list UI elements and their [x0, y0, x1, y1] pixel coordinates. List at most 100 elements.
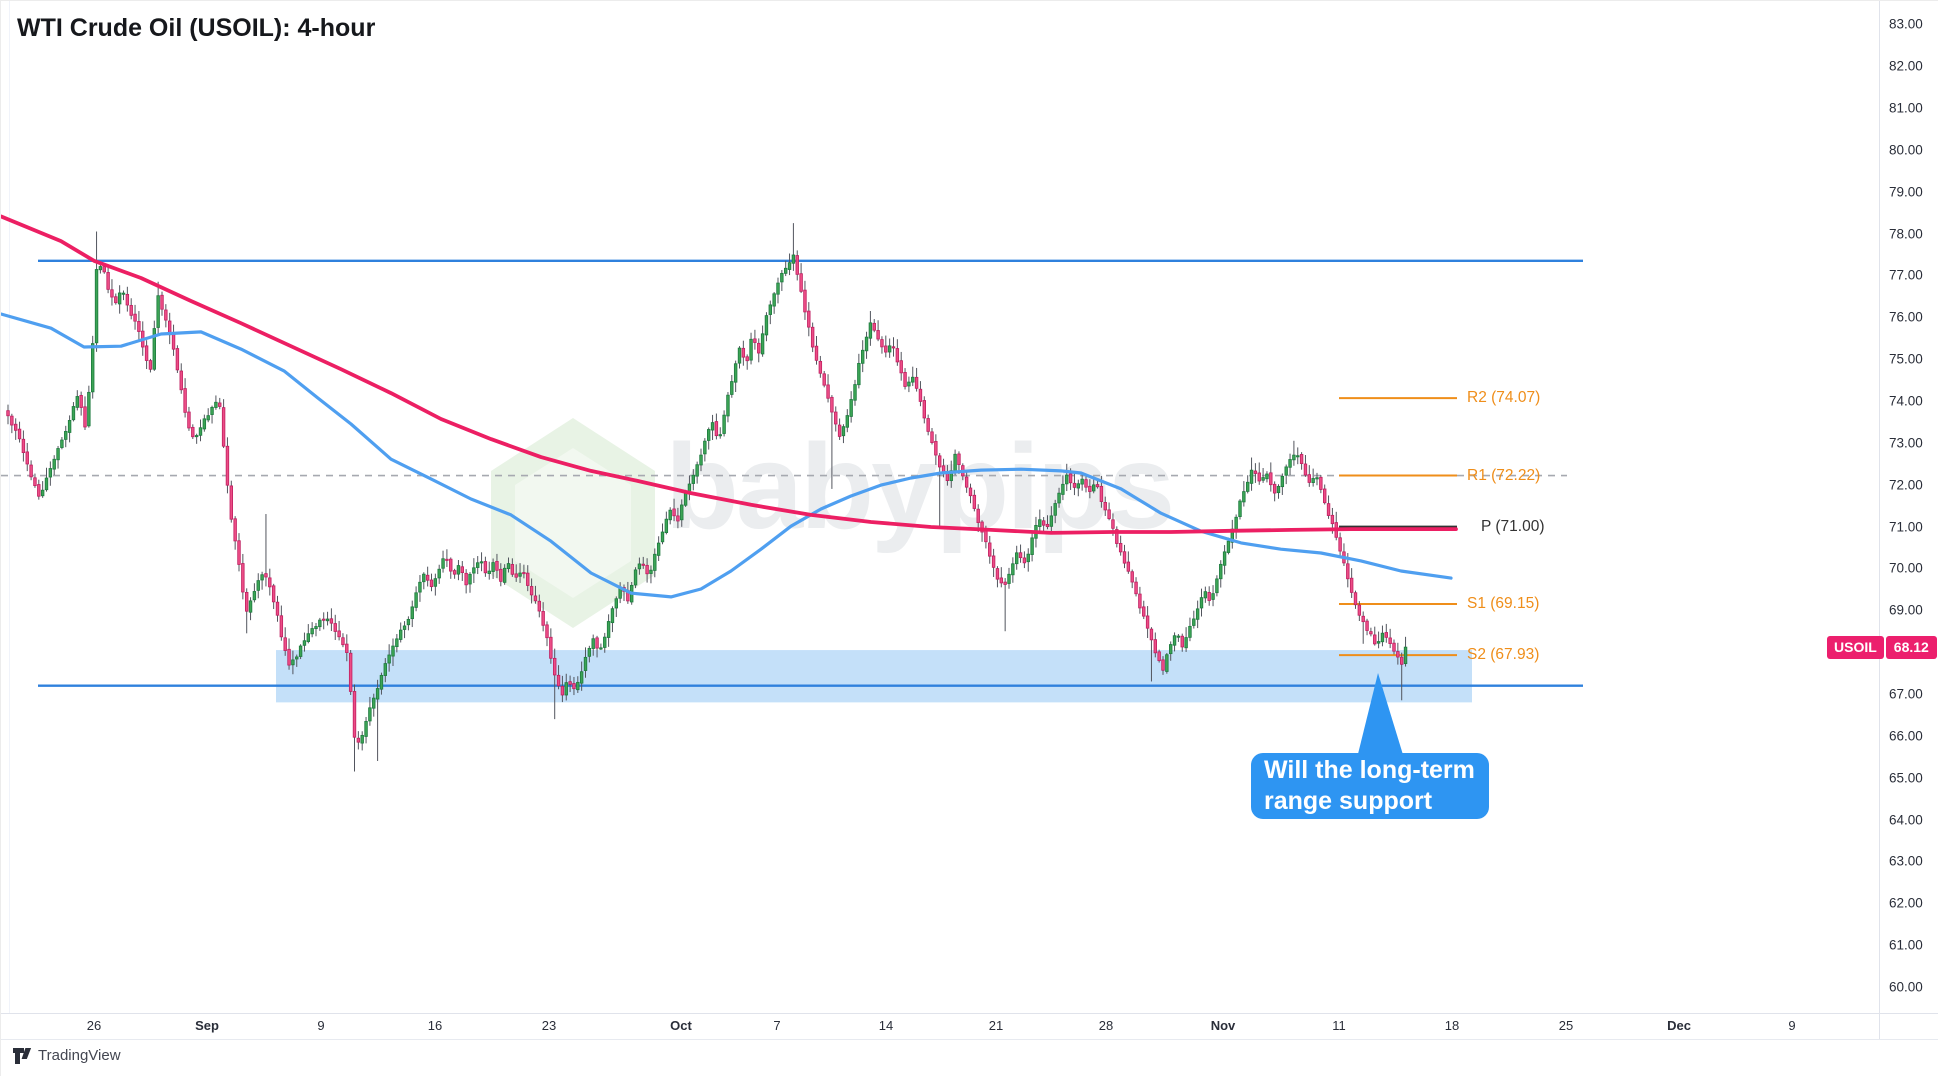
candle-up: [472, 567, 476, 574]
candle-up: [67, 420, 72, 433]
candle-down: [25, 451, 29, 465]
candle-down: [834, 411, 838, 425]
candle-up: [633, 569, 638, 586]
candle-up: [1219, 563, 1223, 580]
candle-down: [930, 431, 934, 444]
candle-up: [1249, 469, 1254, 484]
candle-up: [1203, 591, 1208, 599]
candle-up: [887, 345, 892, 353]
candle-down: [1373, 634, 1377, 645]
candle-down: [1149, 628, 1154, 641]
candle-up: [418, 581, 422, 593]
candle-up: [402, 625, 407, 630]
candle-down: [757, 342, 761, 354]
candle-down: [164, 309, 168, 321]
candle-down: [938, 455, 942, 468]
candle-down: [1103, 502, 1107, 511]
candle-down: [1323, 488, 1327, 504]
annotation-callout[interactable]: Will the long-term range support hold?: [1251, 753, 1489, 846]
candle-down: [221, 407, 226, 447]
candle-down: [810, 326, 815, 348]
candle-down: [545, 624, 549, 639]
candle-up: [1011, 563, 1015, 576]
candle-down: [271, 585, 276, 603]
candle-up: [1288, 459, 1292, 468]
candle-up: [379, 674, 384, 690]
candle-up: [787, 262, 792, 270]
candle-down: [102, 266, 106, 273]
candle-down: [1299, 454, 1304, 464]
candle-down: [753, 338, 757, 343]
candle-down: [79, 395, 83, 408]
candle-down: [1330, 514, 1335, 525]
price-axis-border: [1879, 1, 1880, 1039]
candle-up: [91, 343, 95, 393]
candle-down: [1157, 651, 1161, 662]
candle-up: [864, 336, 869, 352]
candle-down: [1319, 476, 1323, 490]
candle-down: [714, 421, 719, 437]
candle-down: [144, 345, 149, 361]
candle-down: [1142, 606, 1146, 617]
candle-up: [772, 293, 776, 307]
candle-up: [433, 578, 438, 587]
candle-up: [518, 572, 522, 577]
candle-down: [1207, 592, 1211, 601]
candle-down: [976, 508, 980, 523]
candle-down: [1357, 604, 1362, 616]
candle-up: [1376, 641, 1381, 644]
candle-down: [1303, 463, 1308, 476]
candle-up: [718, 434, 722, 437]
candle-down: [241, 563, 245, 593]
candle-up: [260, 574, 264, 581]
candle-down: [129, 305, 133, 316]
candle-up: [730, 381, 734, 395]
candle-up: [48, 468, 53, 478]
candle-down: [429, 579, 434, 588]
candle-down: [957, 453, 961, 465]
candle-down: [984, 530, 988, 543]
candle-up: [156, 295, 160, 328]
candle-down: [1088, 485, 1092, 492]
callout-line-1: Will the long-term: [1264, 756, 1475, 784]
candles: [6, 223, 1408, 772]
candle-up: [583, 656, 588, 671]
candle-up: [502, 567, 507, 583]
candle-up: [56, 448, 60, 461]
candle-up: [780, 272, 784, 283]
candle-up: [87, 391, 91, 427]
candle-up: [291, 659, 295, 666]
candle-up: [660, 531, 665, 543]
candle-up: [726, 394, 730, 417]
candle-up: [1280, 475, 1285, 488]
candle-up: [456, 565, 461, 575]
candle-up: [1076, 483, 1080, 489]
candle-up: [298, 645, 303, 657]
candle-down: [1400, 656, 1404, 665]
candle-up: [849, 399, 853, 417]
candle-down: [1084, 479, 1088, 488]
candle-up: [703, 440, 707, 455]
candle-down: [179, 370, 183, 391]
candle-up: [722, 414, 726, 434]
candle-down: [914, 376, 919, 389]
candle-down: [1257, 472, 1261, 482]
candle-up: [1030, 537, 1034, 555]
candle-up: [202, 418, 207, 430]
support-zone[interactable]: [276, 650, 1472, 703]
candle-down: [560, 685, 565, 696]
candle-up: [210, 406, 214, 415]
attribution-text: TradingView: [38, 1047, 121, 1064]
candle-up: [853, 384, 857, 401]
candle-down: [225, 445, 230, 486]
candle-down: [1365, 620, 1369, 631]
candle-down: [918, 388, 923, 402]
candle-up: [710, 422, 715, 431]
candle-up: [691, 474, 695, 484]
candle-down: [1307, 474, 1311, 483]
tradingview-attribution[interactable]: TradingView: [13, 1047, 121, 1064]
candle-up: [256, 580, 260, 591]
candle-up: [656, 542, 661, 556]
candle-down: [425, 574, 430, 581]
